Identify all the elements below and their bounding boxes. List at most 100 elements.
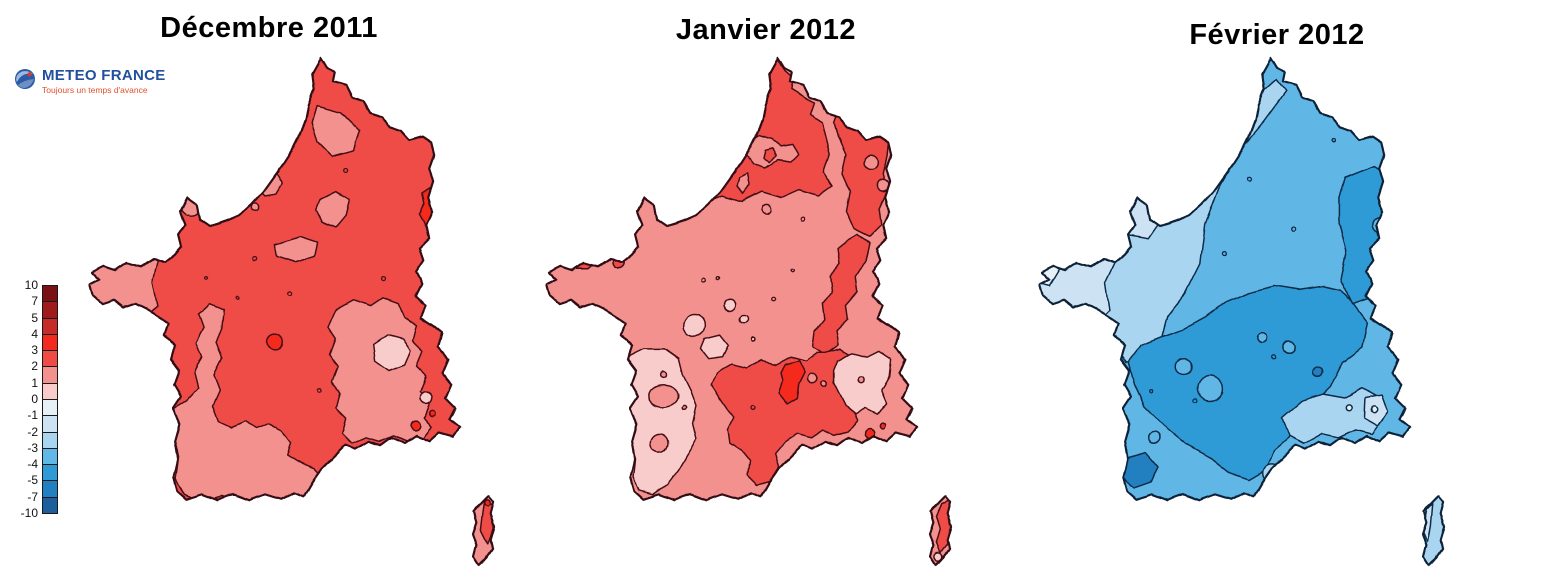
- anomaly-region: [274, 236, 318, 264]
- anomaly-region: [240, 161, 254, 175]
- legend-swatch: [42, 480, 58, 498]
- anomaly-region: [428, 410, 436, 418]
- anomaly-region-alps: [372, 334, 412, 372]
- contour-speck: [380, 275, 386, 281]
- legend-tick-label: 1: [31, 376, 38, 390]
- anomaly-region: [879, 421, 887, 430]
- legend-swatch: [42, 382, 58, 400]
- anomaly-region: [760, 203, 772, 215]
- contour-speck: [1330, 138, 1336, 143]
- anomaly-region-northeast-arm: [1338, 165, 1401, 305]
- legend-tick-label: 5: [31, 311, 38, 325]
- map-fill-regions: [547, 57, 917, 501]
- map-december-2011: [88, 56, 496, 567]
- contour-speck: [701, 277, 707, 283]
- legend-swatch: [42, 366, 58, 384]
- anomaly-region: [409, 419, 422, 432]
- legend-swatch: [42, 464, 58, 482]
- anomaly-region-brittany: [558, 238, 601, 270]
- legend-swatch: [42, 350, 58, 368]
- anomaly-region: [1371, 216, 1389, 234]
- legend-tick-label: 2: [31, 359, 38, 373]
- contour-speck: [316, 388, 322, 394]
- meteo-france-logo: METEO FRANCE Toujours un temps d'avance: [14, 68, 166, 95]
- anomaly-region: [820, 380, 828, 388]
- anomaly-region: [1370, 406, 1378, 414]
- legend-swatch: [42, 496, 58, 514]
- globe-icon: [15, 69, 35, 89]
- legend-tick-label: -4: [27, 457, 38, 471]
- anomaly-region: [315, 190, 351, 228]
- title-january-2012: Janvier 2012: [675, 14, 857, 46]
- legend-swatch: [42, 301, 58, 319]
- legend-swatch: [42, 317, 58, 335]
- legend-tick-label: -1: [27, 408, 38, 422]
- corsica-fill-regions: [472, 496, 495, 566]
- anomaly-region: [681, 405, 688, 411]
- legend-tick-label: 4: [31, 327, 38, 341]
- anomaly-region: [649, 433, 669, 453]
- legend-swatch: [42, 415, 58, 433]
- legend-tick-label: -7: [27, 490, 38, 504]
- contour-speck: [1291, 226, 1297, 232]
- legend-tick-label: -3: [27, 441, 38, 455]
- contour-speck: [1246, 177, 1253, 183]
- legend-swatch: [42, 447, 58, 466]
- anomaly-region-northeast: [311, 105, 361, 157]
- anomaly-region-massif-central-hot: [778, 359, 806, 405]
- map-february-2012: [1038, 56, 1446, 567]
- anomaly-region: [250, 202, 260, 212]
- anomaly-region: [1256, 331, 1268, 343]
- logo-tagline: Toujours un temps d'avance: [42, 85, 148, 95]
- contour-speck: [252, 255, 258, 262]
- anomaly-region: [762, 147, 776, 163]
- legend-tick-label: -2: [27, 425, 38, 439]
- anomaly-region: [1282, 340, 1296, 354]
- anomaly-region: [857, 376, 866, 385]
- contour-speck: [1149, 389, 1154, 394]
- anomaly-region: [647, 384, 679, 408]
- map-fill-regions: [1040, 57, 1410, 501]
- anomaly-region: [863, 154, 880, 170]
- anomaly-region: [682, 313, 707, 337]
- contour-speck: [1222, 250, 1228, 257]
- logo-text: METEO FRANCE Toujours un temps d'avance: [42, 68, 166, 95]
- contour-speck: [287, 290, 293, 296]
- anomaly-region: [750, 336, 757, 342]
- contour-speck: [235, 295, 240, 300]
- corsica-fill-regions: [1422, 496, 1445, 566]
- contour-speck: [790, 268, 795, 273]
- anomaly-region: [1196, 374, 1224, 402]
- contour-speck: [343, 167, 349, 173]
- legend-swatch: [42, 398, 58, 417]
- anomaly-region: [1174, 357, 1193, 376]
- legend-swatch: [42, 333, 58, 352]
- anomaly-region: [1312, 365, 1324, 378]
- anomaly-region: [699, 334, 729, 360]
- contour-speck: [770, 297, 776, 303]
- anomaly-region-southeast: [327, 297, 433, 444]
- contour-speck: [1192, 398, 1198, 404]
- title-february-2012: Février 2012: [1189, 19, 1365, 51]
- anomaly-region: [483, 499, 491, 507]
- logo-brand: METEO FRANCE: [42, 67, 166, 84]
- legend-tick-label: 3: [31, 343, 38, 357]
- legend-tick-label: -10: [20, 506, 38, 520]
- anomaly-region: [723, 298, 737, 313]
- anomaly-region: [737, 173, 751, 195]
- contour-speck: [203, 275, 209, 281]
- anomaly-region: [419, 391, 433, 405]
- legend-swatch: [42, 285, 58, 303]
- anomaly-region-east-band: [811, 234, 871, 356]
- legend-swatch: [42, 431, 58, 449]
- anomaly-region: [266, 333, 284, 351]
- anomaly-region: [229, 190, 242, 203]
- anomaly-region: [1345, 404, 1353, 412]
- anomaly-region: [659, 370, 667, 379]
- anomaly-region: [739, 314, 749, 325]
- map-fill-regions: [90, 57, 460, 501]
- contour-speck: [1271, 354, 1277, 360]
- anomaly-region: [806, 372, 819, 385]
- title-december-2011: Décembre 2011: [160, 12, 378, 44]
